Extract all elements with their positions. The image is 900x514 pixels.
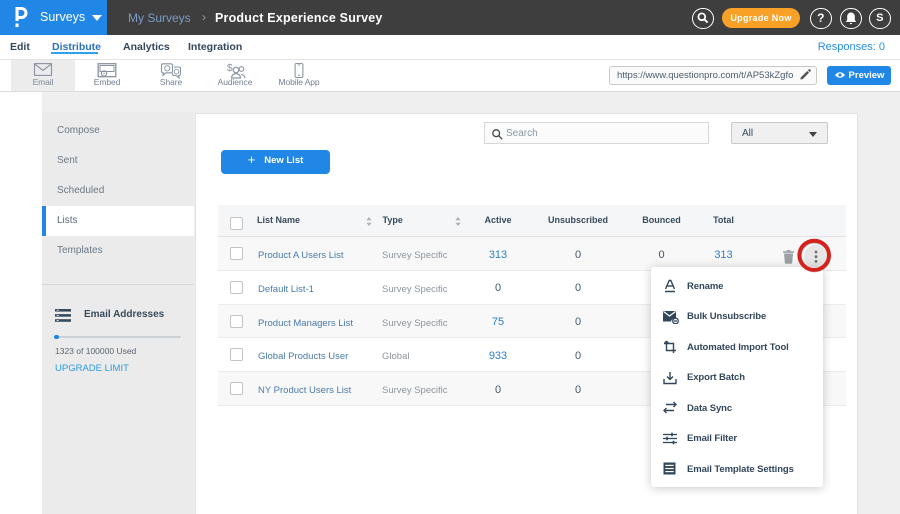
svg-text:$: $ <box>227 63 233 74</box>
